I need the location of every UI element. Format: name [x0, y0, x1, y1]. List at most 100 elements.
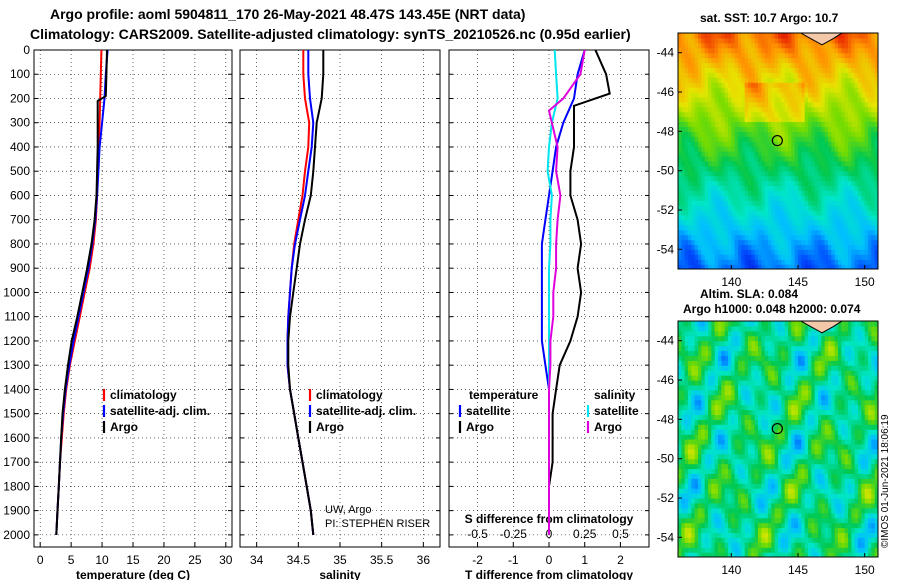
- map-cell: [748, 224, 752, 231]
- map-cell: [744, 350, 749, 356]
- map-cell: [794, 453, 799, 460]
- map-cell: [764, 542, 769, 548]
- map-cell: [724, 478, 729, 484]
- map-cell: [724, 42, 729, 49]
- map-cell: [698, 478, 702, 484]
- map-cell: [751, 429, 756, 435]
- map-cell: [778, 249, 782, 255]
- map-cell: [838, 72, 842, 78]
- map-cell: [728, 434, 732, 440]
- map-cell: [721, 264, 726, 269]
- map-cell: [751, 335, 756, 342]
- map-cell: [871, 82, 876, 88]
- map-cell: [701, 370, 706, 376]
- map-cell: [798, 483, 802, 489]
- map-cell: [761, 325, 766, 332]
- map-cell: [728, 330, 732, 337]
- map-cell: [794, 42, 799, 49]
- map-cell: [754, 170, 759, 177]
- map-cell: [794, 330, 799, 337]
- map-cell: [678, 96, 682, 103]
- map-cell: [711, 101, 716, 108]
- map-cell: [784, 165, 789, 172]
- map-cell: [698, 443, 702, 450]
- map-cell: [784, 33, 789, 39]
- map-cell: [824, 200, 829, 206]
- map-cell: [774, 126, 779, 132]
- map-cell: [794, 67, 799, 73]
- map-cell: [718, 434, 722, 440]
- map-cell: [768, 365, 772, 371]
- map-cell: [738, 443, 742, 450]
- map-cell: [874, 82, 878, 88]
- map-cell: [868, 249, 872, 255]
- map-cell: [754, 483, 759, 489]
- map-cell: [694, 473, 699, 479]
- map-cell: [704, 190, 709, 196]
- map-cell: [734, 399, 739, 406]
- map-cell: [808, 345, 812, 352]
- map-cell: [798, 254, 802, 260]
- map-cell: [698, 131, 702, 137]
- map-cell: [728, 448, 732, 455]
- map-cell: [748, 498, 752, 504]
- map-cell: [718, 234, 722, 241]
- map-cell: [711, 155, 716, 162]
- map-cell: [871, 131, 876, 137]
- map-cell: [744, 190, 749, 196]
- map-cell: [804, 547, 809, 553]
- map-cell: [804, 214, 809, 221]
- map-cell: [818, 453, 822, 460]
- map-cell: [711, 350, 716, 356]
- map-cell: [778, 77, 782, 83]
- map-cell: [864, 87, 869, 93]
- map-cell: [714, 33, 719, 39]
- map-cell: [711, 478, 716, 484]
- map-cell: [771, 345, 776, 352]
- map-cell: [701, 116, 706, 123]
- map-cell: [691, 121, 696, 127]
- map-cell: [681, 33, 686, 39]
- map-cell: [821, 72, 826, 78]
- map-cell: [778, 82, 782, 88]
- map-cell: [688, 126, 692, 132]
- map-cell: [868, 106, 872, 113]
- map-cell: [691, 62, 696, 68]
- map-cell: [821, 42, 826, 49]
- map-cell: [698, 116, 702, 123]
- map-cell: [798, 82, 802, 88]
- map-cell: [738, 165, 742, 172]
- map-cell: [678, 165, 682, 172]
- map-cell: [714, 160, 719, 167]
- map-cell: [834, 205, 839, 211]
- map-cell: [864, 92, 869, 98]
- map-cell: [708, 72, 712, 78]
- map-cell: [798, 106, 802, 113]
- map-cell: [801, 224, 806, 231]
- map-cell: [851, 106, 856, 113]
- map-cell: [811, 443, 816, 450]
- map-cell: [678, 195, 682, 201]
- map-cell: [691, 434, 696, 440]
- map-cell: [711, 214, 716, 221]
- map-cell: [821, 146, 826, 152]
- map-cell: [714, 146, 719, 152]
- map-cell: [808, 463, 812, 470]
- map-cell: [734, 483, 739, 489]
- map-cell: [778, 463, 782, 470]
- map-cell: [794, 131, 799, 137]
- map-cell: [704, 522, 709, 529]
- map-cell: [678, 532, 682, 538]
- map-cell: [834, 42, 839, 49]
- map-cell: [851, 131, 856, 137]
- map-cell: [871, 229, 876, 236]
- map-cell: [791, 87, 796, 93]
- map-cell: [771, 175, 776, 182]
- map-cell: [718, 185, 722, 191]
- map-cell: [841, 57, 846, 64]
- map-cell: [841, 106, 846, 113]
- map-cell: [814, 165, 819, 172]
- map-cell: [771, 244, 776, 250]
- map-cell: [678, 404, 682, 411]
- map-cell: [728, 82, 732, 88]
